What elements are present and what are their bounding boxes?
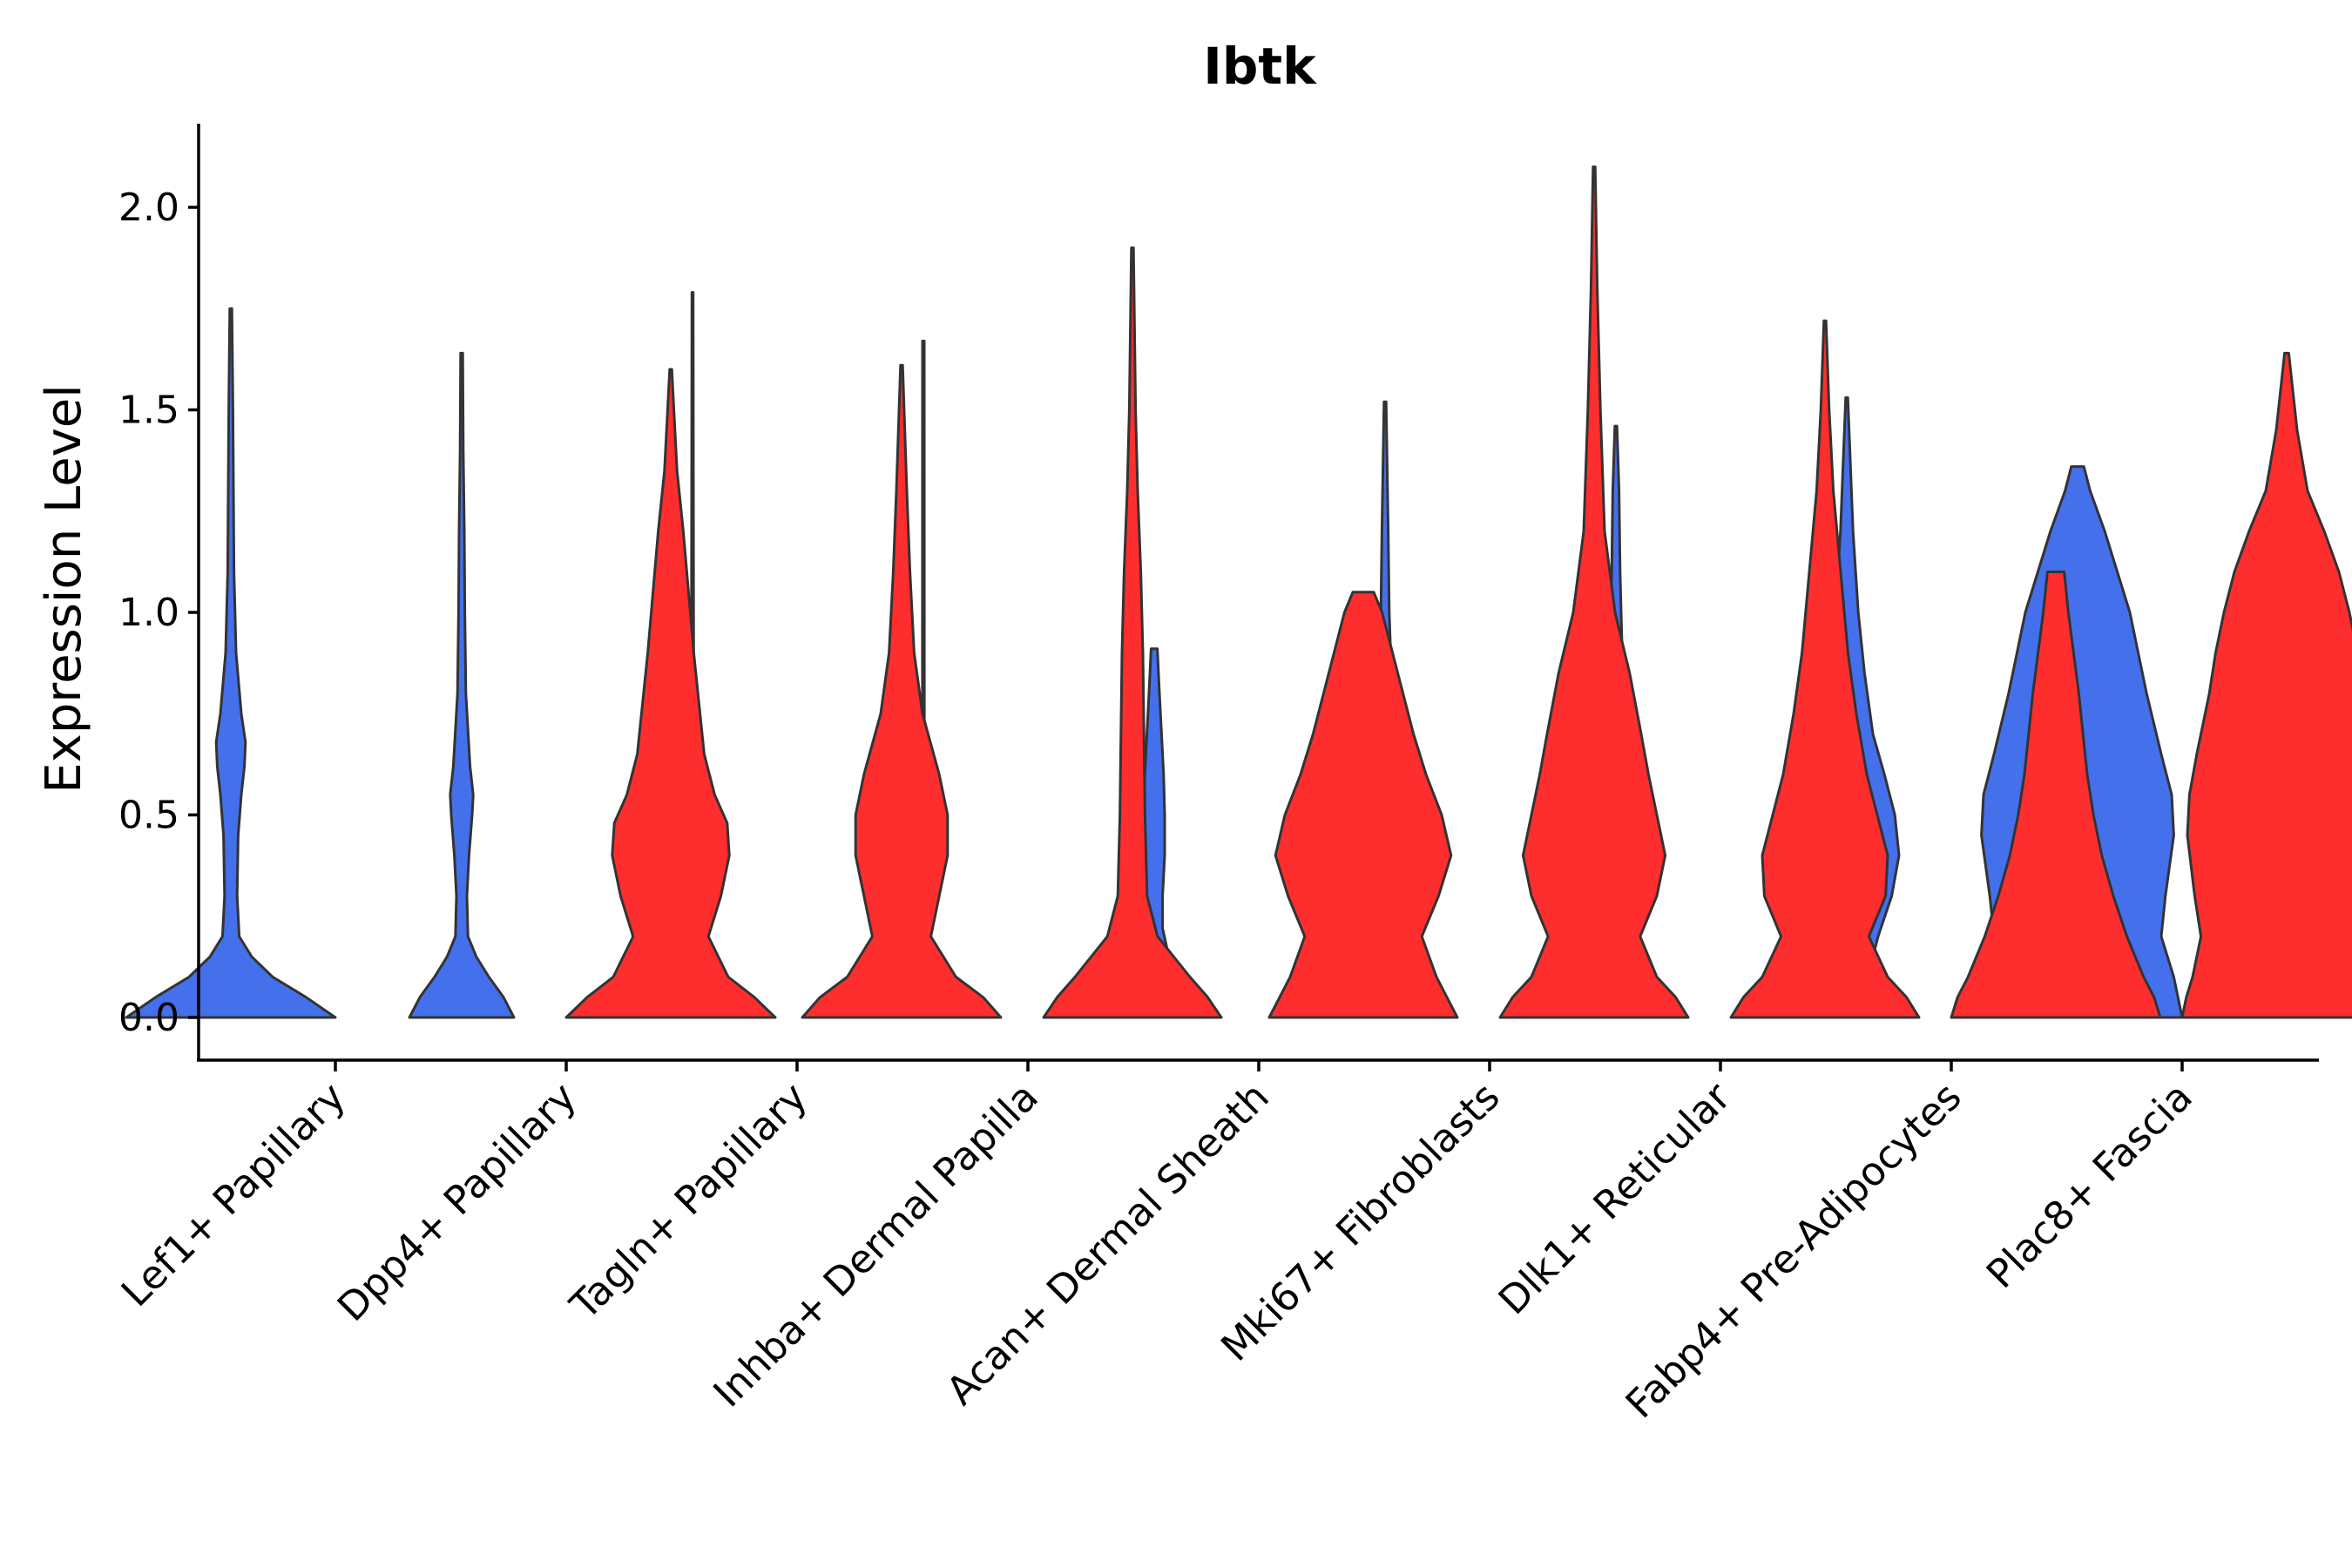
violin-group_b — [2180, 351, 2352, 1019]
violin-group_a — [125, 307, 337, 1019]
y-axis-label: Expression Level — [36, 384, 92, 794]
violins-layer — [125, 166, 2352, 1019]
violin-group_b — [1498, 166, 1690, 1019]
x-tick-label: Dlk1+ Reticular — [1490, 1073, 1740, 1323]
violin-group_a — [408, 351, 516, 1019]
violin-group_b — [1950, 571, 2162, 1019]
y-axis-ticks: 0.0 0.5 1.0 1.5 2.0 — [118, 186, 199, 1040]
y-tick-label: 1.5 — [118, 389, 179, 433]
violin-group_b — [564, 368, 777, 1019]
violin-group_b — [1729, 319, 1921, 1019]
x-tick-label: Lef1+ Papillary — [112, 1073, 355, 1315]
x-tick-label: Tagln+ Papillary — [561, 1073, 816, 1328]
y-tick-label: 0.0 — [118, 996, 179, 1040]
violin-group_b — [1042, 247, 1223, 1019]
x-tick-label: Plac8+ Fascia — [1977, 1073, 2201, 1297]
x-tick-label: Dpp4+ Papillary — [328, 1073, 585, 1330]
y-tick-label: 1.0 — [118, 591, 179, 635]
chart-title: Ibtk — [1203, 37, 1317, 96]
y-tick-label: 2.0 — [118, 186, 179, 230]
violin-group_b — [1267, 591, 1459, 1019]
violin-group_b — [801, 363, 1003, 1019]
y-tick-label: 0.5 — [118, 794, 179, 838]
